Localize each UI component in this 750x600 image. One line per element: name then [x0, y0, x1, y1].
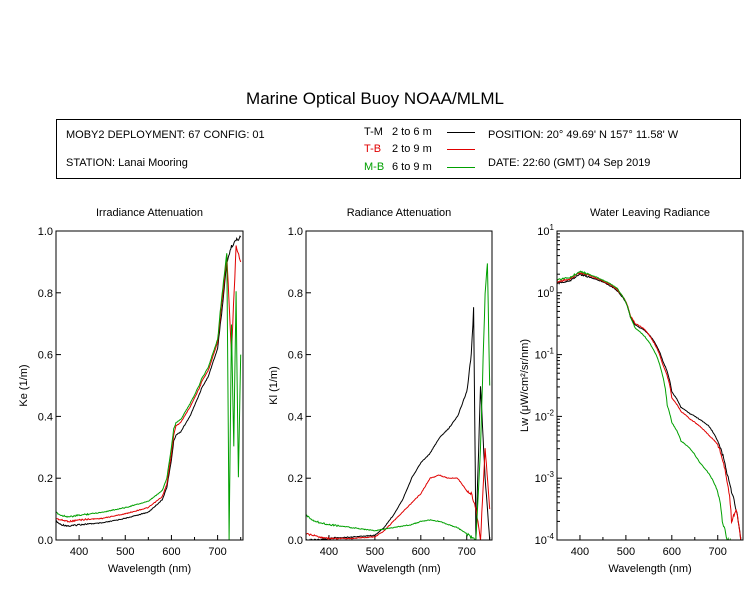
legend-code-mb: M-B	[364, 161, 385, 173]
x-tick-label: 500	[617, 546, 635, 558]
y-tick-label: 0.8	[38, 288, 53, 300]
y-tick-label: 0.6	[38, 350, 53, 362]
x-axis-label: Wavelength (nm)	[108, 563, 191, 575]
y-tick-label: 0.2	[38, 473, 53, 485]
series-line-t-b	[56, 245, 242, 523]
station-text: STATION: Lanai Mooring	[66, 157, 188, 169]
series-line-m-b	[56, 253, 242, 540]
x-tick-label: 400	[320, 546, 338, 558]
chart-title: Water Leaving Radiance	[590, 207, 710, 219]
series-line-t-b	[306, 448, 491, 540]
y-tick-label: 0.0	[38, 535, 53, 547]
y-tick-label: 10-2	[535, 408, 555, 423]
x-tick-label: 600	[412, 546, 430, 558]
chart-title: Irradiance Attenuation	[96, 207, 203, 219]
y-tick-label: 10-3	[535, 470, 555, 485]
x-tick-label: 500	[366, 546, 384, 558]
legend-range-tb: 2 to 9 m	[392, 143, 432, 155]
y-tick-label: 100	[537, 285, 554, 300]
x-tick-label: 600	[162, 546, 180, 558]
y-axis-label: Lw (μW/cm²/sr/nm)	[519, 339, 531, 432]
legend-range-tm: 2 to 6 m	[392, 126, 432, 138]
x-tick-label: 700	[458, 546, 476, 558]
plot-frame	[55, 230, 244, 541]
chart-title: Radiance Attenuation	[347, 207, 452, 219]
x-tick-label: 700	[208, 546, 226, 558]
x-axis-label: Wavelength (nm)	[608, 563, 691, 575]
y-tick-label: 0.8	[288, 288, 303, 300]
page-title: Marine Optical Buoy NOAA/MLML	[246, 89, 504, 108]
plot-frame	[305, 230, 493, 541]
chart-panel-2: Radiance Attenuation Wavelength (nm) Kl (1…	[268, 207, 493, 575]
chart-panel-1: Irradiance Attenuation Wavelength (nm) Ke …	[18, 207, 244, 575]
y-tick-label: 101	[537, 223, 554, 238]
series-line-t-m	[56, 235, 242, 527]
x-tick-label: 700	[709, 546, 727, 558]
legend-line-mb	[447, 167, 475, 168]
deployment-text: MOBY2 DEPLOYMENT: 67 CONFIG: 01	[66, 129, 265, 141]
date-text: DATE: 22:60 (GMT) 04 Sep 2019	[488, 157, 651, 169]
series-line-t-m	[557, 272, 742, 540]
x-tick-label: 500	[116, 546, 134, 558]
legend-line-tb	[447, 149, 475, 150]
chart-panel-3: Water Leaving Radiance Wavelength (nm) Lw …	[519, 207, 744, 575]
position-text: POSITION: 20° 49.69' N 157° 11.58' W	[488, 129, 679, 141]
legend-code-tb: T-B	[364, 143, 382, 155]
series-line-t-m	[306, 307, 491, 540]
series-line-m-b	[557, 270, 732, 540]
y-tick-label: 1.0	[38, 226, 53, 238]
y-axis-label: Ke (1/m)	[18, 364, 30, 406]
legend-range-mb: 6 to 9 m	[392, 161, 432, 173]
legend-code-tm: T-M	[364, 126, 383, 138]
y-axis-label: Kl (1/m)	[268, 366, 280, 405]
y-tick-label: 0.4	[38, 411, 53, 423]
y-tick-label: 0.2	[288, 473, 303, 485]
legend-line-tm	[447, 132, 475, 133]
plot-frame	[556, 230, 744, 541]
series-line-t-b	[557, 272, 742, 540]
x-tick-label: 600	[663, 546, 681, 558]
y-tick-label: 10-1	[535, 347, 555, 362]
y-tick-label: 0.0	[288, 535, 303, 547]
x-tick-label: 400	[70, 546, 88, 558]
x-axis-label: Wavelength (nm)	[357, 563, 440, 575]
series-line-m-b	[306, 263, 491, 540]
y-tick-label: 10-4	[535, 532, 555, 547]
info-box: MOBY2 DEPLOYMENT: 67 CONFIG: 01 STATION:…	[56, 119, 741, 179]
y-tick-label: 0.6	[288, 350, 303, 362]
y-tick-label: 0.4	[288, 411, 303, 423]
x-tick-label: 400	[571, 546, 589, 558]
y-tick-label: 1.0	[288, 226, 303, 238]
